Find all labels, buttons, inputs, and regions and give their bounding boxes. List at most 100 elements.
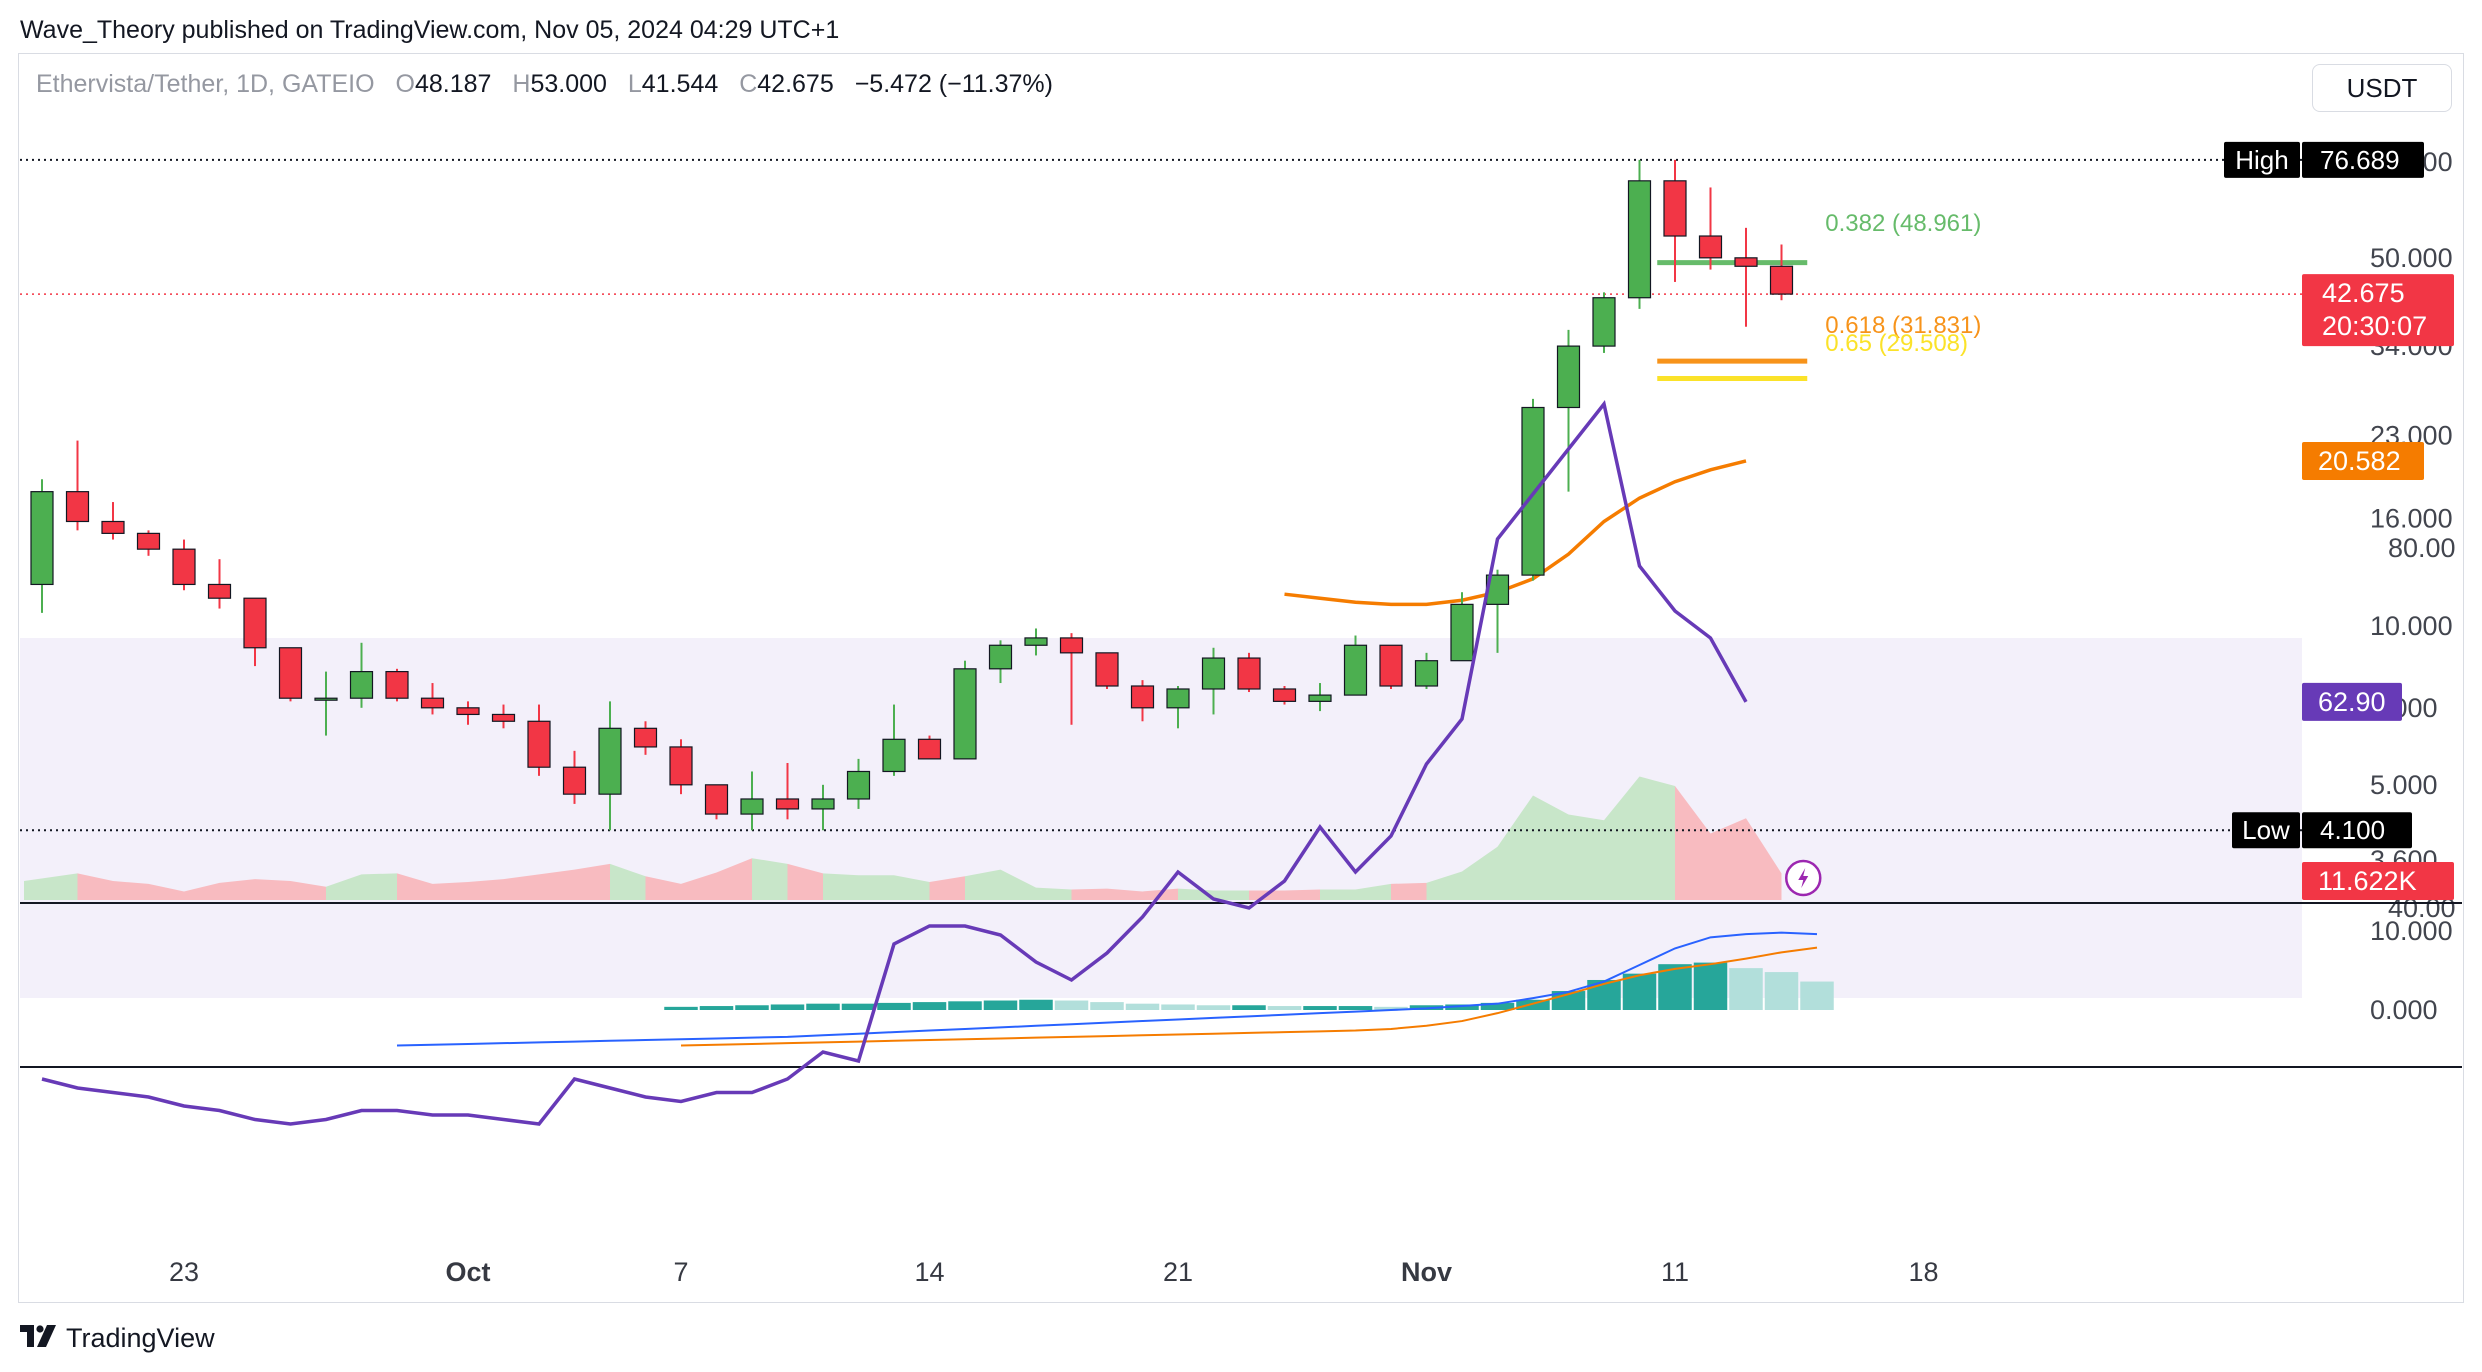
high-tag-label: High (2235, 145, 2288, 175)
volume-segment (1604, 776, 1640, 900)
candle-body (136, 532, 161, 550)
macd-histogram-bar (877, 1002, 911, 1010)
macd-histogram-bar (699, 1006, 734, 1010)
price-axis-tick: 10.000 (2370, 611, 2453, 641)
candle-body (101, 520, 125, 534)
macd-histogram-bar (1267, 1006, 1302, 1010)
macd-histogram-bar (1516, 999, 1550, 1010)
macd-histogram-bar (912, 1002, 947, 1010)
candle-body (65, 491, 90, 523)
candle-body (527, 720, 551, 768)
candle-body (704, 784, 729, 815)
chart-frame (18, 53, 2464, 1303)
candle-body (1663, 180, 1687, 237)
volume-segment (219, 879, 255, 900)
candle-body (172, 548, 196, 586)
volume-segment (1426, 871, 1462, 900)
volume-segment (610, 863, 646, 900)
volume-segment (574, 863, 610, 900)
macd-histogram-bar (1338, 1006, 1373, 1010)
macd-histogram-bar (983, 1000, 1018, 1010)
change-value: −5.472 (−11.37%) (854, 70, 1053, 98)
volume-segment (1000, 869, 1036, 900)
candle-body (1237, 657, 1261, 690)
macd-histogram-bar (770, 1004, 805, 1010)
volume-segment (929, 876, 965, 900)
volume-value-tag (2302, 862, 2454, 900)
volume-segment (1639, 776, 1675, 900)
candle-body (811, 798, 835, 810)
volume-segment (77, 873, 113, 900)
volume-segment (1284, 889, 1320, 900)
candle-body (30, 491, 54, 586)
volume-segment (716, 858, 752, 900)
macd-histogram-bar (948, 1001, 982, 1010)
candle-body (243, 597, 267, 649)
low-value: 41.544 (641, 70, 719, 98)
low-value-label: 4.100 (2320, 815, 2385, 845)
volume-segment (503, 874, 539, 900)
candle-body (882, 738, 906, 773)
price-axis-tick: 5.000 (2370, 770, 2438, 800)
volume-segment (965, 869, 1001, 900)
candle-body (207, 583, 232, 599)
symbol-legend: Ethervista/Tether, 1D, GATEIO O48.187 H5… (36, 70, 1053, 99)
high-tag (2224, 141, 2300, 178)
candle-body (1308, 694, 1332, 702)
volume-segment (1107, 888, 1143, 900)
candle-body (846, 770, 871, 800)
ma-value-tag (2302, 441, 2424, 480)
last-price-tag (2302, 274, 2454, 347)
macd-histogram-bar (1445, 1004, 1479, 1010)
candle-body (278, 647, 303, 699)
macd-histogram-bar (1622, 973, 1657, 1010)
volume-segment (113, 881, 149, 900)
footer-brand-text: TradingView (66, 1322, 215, 1353)
volume-segment (255, 879, 291, 900)
high-value: 53.000 (530, 70, 607, 98)
candle-body (953, 668, 977, 760)
candle-body (1450, 603, 1474, 662)
macd-histogram-bar (1090, 1002, 1124, 1010)
volume-segment (326, 874, 362, 900)
macd-histogram-bar (1054, 1000, 1089, 1010)
candle-body (1379, 644, 1403, 687)
fib-label: 0.382 (48.961) (1825, 210, 1981, 237)
time-axis-tick: Nov (1401, 1257, 1452, 1287)
volume-segment (184, 882, 220, 900)
macd-histogram-bar (841, 1003, 876, 1010)
tradingview-logo-icon (20, 1322, 56, 1354)
volume-segment (397, 873, 433, 900)
macd-signal-line (680, 946, 1818, 1047)
macd-histogram-bar (1232, 1005, 1266, 1010)
volume-segment (1320, 889, 1356, 900)
candle-body (1095, 652, 1119, 687)
symbol-name[interactable]: Ethervista/Tether, 1D, GATEIO (36, 70, 375, 98)
macd-histogram-bar (1019, 999, 1053, 1010)
open-value: 48.187 (414, 70, 492, 98)
time-axis-tick: 14 (914, 1257, 944, 1287)
fib-label: 0.65 (29.508) (1825, 330, 1968, 357)
lightning-bolt (1798, 868, 1809, 888)
currency-button[interactable]: USDT (2312, 64, 2452, 112)
candle-body (988, 644, 1013, 670)
volume-segment (894, 875, 930, 900)
candle-body (669, 746, 693, 786)
macd-histogram-bar (1480, 1002, 1515, 1010)
candle-body (1024, 637, 1048, 646)
candle-body (598, 727, 622, 795)
volume-segment (1355, 883, 1391, 900)
moving-average-line (1284, 459, 1747, 607)
low-label: L (627, 70, 642, 98)
macd-histogram-bar (1693, 962, 1728, 1010)
candle-body (1414, 660, 1439, 687)
footer-brand[interactable]: TradingView (20, 1322, 215, 1354)
macd-axis-tick: 0.000 (2370, 995, 2438, 1025)
macd-line (396, 931, 1818, 1047)
time-axis-tick: 18 (1908, 1257, 1938, 1287)
volume-segment (1675, 786, 1711, 900)
volume-segment (432, 881, 468, 900)
volume-value-label: 11.622K (2318, 866, 2417, 896)
candle-body (1592, 297, 1616, 347)
